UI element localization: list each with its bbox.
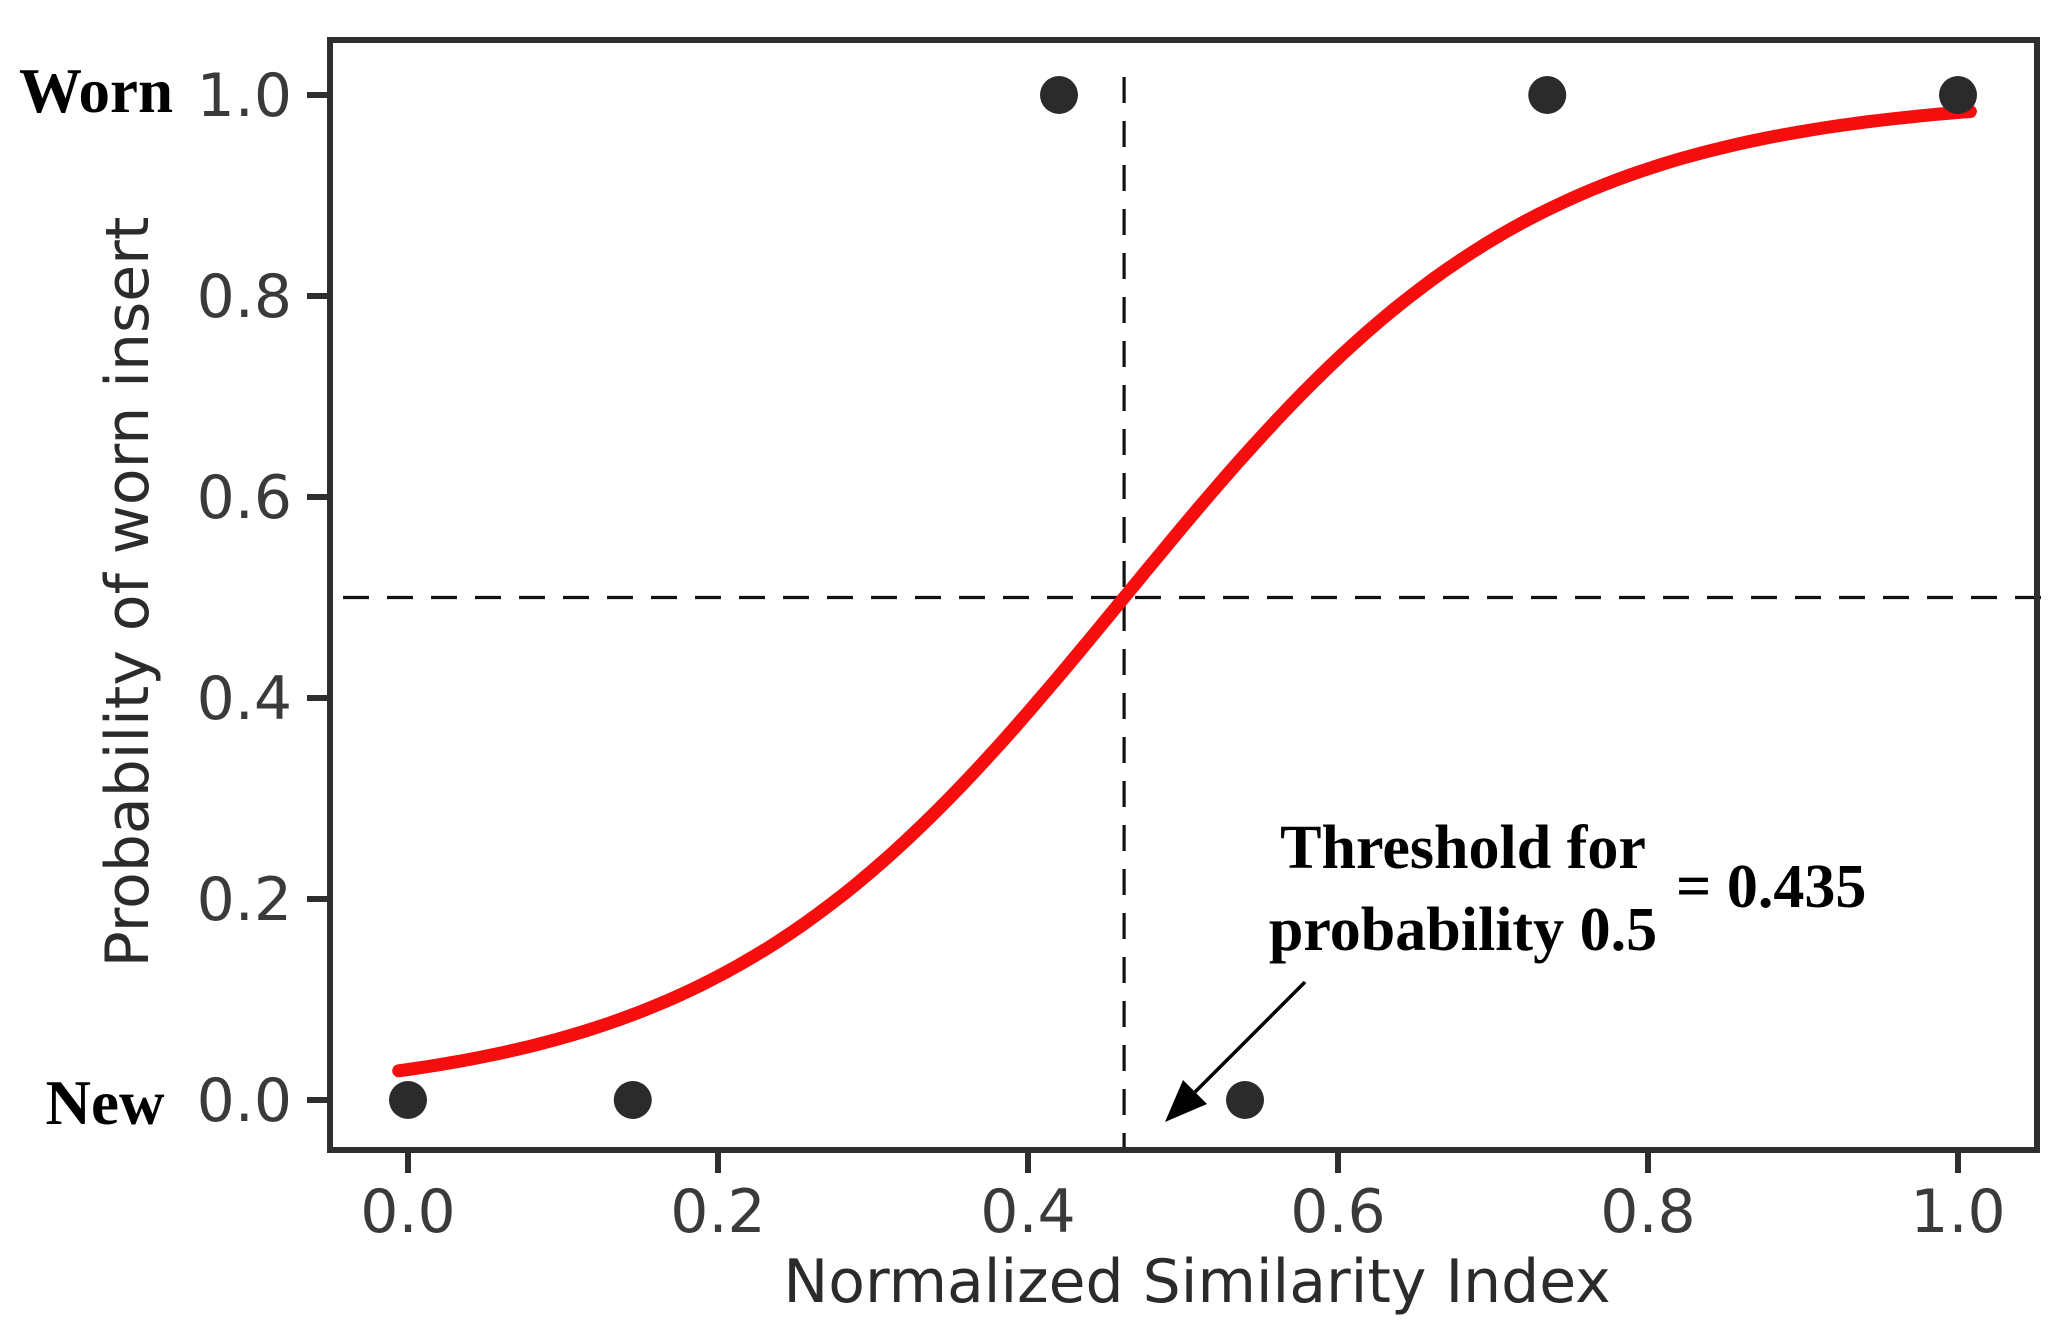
annotation-arrow-head: [1165, 1080, 1207, 1122]
new-class-label: New: [46, 1068, 165, 1138]
scatter-point: [1226, 1081, 1264, 1119]
scatter-point: [613, 1081, 652, 1119]
threshold-annotation-line2: probability 0.5: [1269, 896, 1657, 964]
y-tick-label: 0.6: [197, 463, 292, 533]
x-tick-label: 0.4: [980, 1177, 1075, 1247]
y-axis-label: Probability of worn insert: [93, 217, 163, 968]
x-axis-label: Normalized Similarity Index: [783, 1247, 1610, 1317]
y-tick-label: 0.2: [197, 865, 292, 935]
data-points-group: [389, 76, 1977, 1119]
scatter-point: [1040, 76, 1078, 114]
x-tick-label: 0.0: [360, 1177, 455, 1247]
x-axis-ticks: 0.0 0.2 0.4 0.6 0.8 1.0: [360, 1150, 2006, 1247]
threshold-value-label: = 0.435: [1676, 853, 1866, 921]
scatter-point: [1528, 76, 1567, 114]
plot-frame: [327, 37, 2040, 1153]
scatter-point: [389, 1081, 427, 1119]
y-axis-ticks: 0.0 0.2 0.4 0.6 0.8 1.0: [197, 61, 330, 1136]
y-tick-label: 0.8: [197, 262, 292, 332]
annotation-arrow-shaft: [1193, 980, 1307, 1094]
annotation-arrow: [1165, 980, 1307, 1122]
logistic-fit-curve: [392, 105, 1977, 1078]
y-tick-label: 0.4: [197, 664, 292, 734]
y-tick-label: 1.0: [197, 61, 292, 131]
x-tick-label: 0.8: [1600, 1177, 1695, 1247]
x-tick-label: 1.0: [1910, 1177, 2005, 1247]
x-tick-label: 0.6: [1290, 1177, 1385, 1247]
scatter-point: [1939, 76, 1977, 114]
worn-class-label: Worn: [19, 56, 173, 126]
threshold-annotation-line1: Threshold for: [1280, 814, 1646, 882]
y-tick-label: 0.0: [197, 1066, 292, 1136]
x-tick-label: 0.2: [670, 1177, 765, 1247]
